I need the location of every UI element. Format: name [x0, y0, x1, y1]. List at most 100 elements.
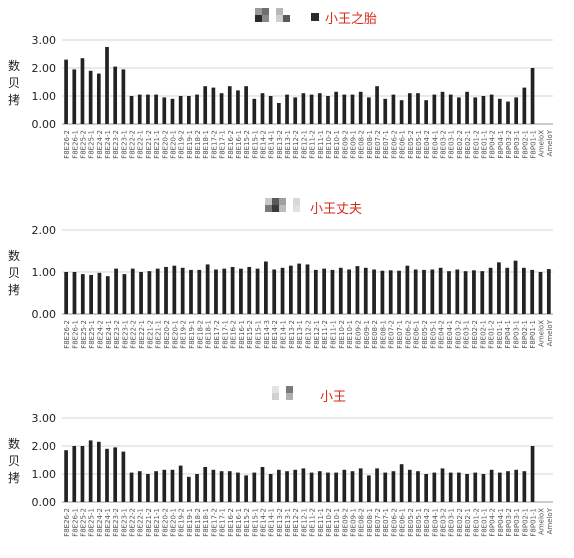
x-tick-label: F8E05-1 — [415, 130, 423, 159]
x-tick-label: F8E25-1 — [88, 320, 96, 349]
bar — [480, 271, 485, 314]
x-tick-label: F8E22-1 — [137, 130, 145, 159]
bar — [489, 469, 494, 502]
bar — [522, 87, 527, 124]
y-axis-label: 数贝拷 — [7, 248, 21, 299]
x-tick-label: F8E10-1 — [333, 508, 341, 537]
x-tick-label: F8E15-2 — [243, 130, 251, 159]
bar — [205, 264, 210, 314]
x-tick-label: F8E01-2 — [488, 320, 496, 349]
x-tick-label: F8E26-2 — [63, 508, 71, 537]
x-tick-label: F8E23-2 — [113, 320, 121, 349]
x-tick-label: F8E04-1 — [431, 508, 439, 537]
x-tick-label: F8P04-1 — [497, 508, 505, 537]
x-tick-label: F8P02-1 — [521, 320, 529, 349]
bar — [255, 268, 260, 314]
x-tick-label: F8E07-1 — [382, 508, 390, 537]
x-tick-label: F8E01-1 — [496, 320, 504, 349]
x-tick-label: F8E14-2 — [259, 508, 267, 537]
bar — [146, 94, 150, 124]
x-tick-label: F8E05-1 — [429, 320, 437, 349]
chart-panel-3: 小王 数贝拷 0.00 1.00 2.00 3.00 F8E26-2 F8E26-1 F8E… — [0, 378, 574, 558]
bar — [438, 267, 443, 314]
x-tick-label: F8E19-2 — [178, 130, 186, 159]
x-tick-label: F8E23-1 — [121, 320, 129, 349]
x-tick-label: F8E11-1 — [317, 508, 325, 537]
x-tick-label: F8E24-1 — [104, 130, 112, 159]
bar — [317, 471, 322, 502]
bar — [383, 98, 388, 124]
x-tick-label: F8E06-2 — [390, 508, 398, 537]
bar — [505, 267, 510, 314]
bar — [222, 268, 227, 314]
bar — [497, 98, 502, 124]
x-tick-label: F8E11-2 — [309, 508, 317, 537]
x-tick-label: F8P03-1 — [513, 320, 521, 349]
x-tick-label: F8E14-1 — [268, 130, 276, 159]
y-tick-label: 3.00 — [32, 412, 57, 425]
bar — [407, 469, 412, 502]
x-tick-label: F8E18-1 — [205, 320, 213, 349]
x-tick-label: F8E16-1 — [235, 508, 243, 537]
bar — [372, 269, 376, 314]
y-tick-label: 1.00 — [32, 468, 57, 481]
bar — [489, 94, 494, 124]
bar — [154, 471, 158, 502]
bar — [72, 272, 77, 314]
bar — [211, 469, 216, 502]
x-tick-label: F8E21-2 — [145, 130, 153, 159]
x-tick-label: F8E24-2 — [96, 508, 104, 537]
bar — [280, 267, 285, 314]
bar — [227, 86, 232, 124]
bar-chart-svg: 0.00 1.00 2.00 F8E26-2 F8E26-1 F8E25-2 F8E25-1… — [32, 224, 554, 349]
x-tick-label: F8E08-1 — [379, 320, 387, 349]
x-tick-label: F8E21-2 — [146, 320, 154, 349]
bar — [64, 59, 68, 124]
bar — [330, 269, 335, 314]
bar — [96, 73, 101, 124]
x-tick-label: F8E14-2 — [259, 130, 267, 159]
bar — [285, 471, 289, 502]
bar — [301, 468, 306, 502]
y-axis-label-text: 数贝拷 — [7, 249, 20, 297]
bar — [309, 472, 314, 502]
x-tick-label: F8E13-1 — [284, 508, 292, 537]
x-tick-label: F8E01-1 — [480, 130, 488, 159]
x-tick-label: F8E23-2 — [112, 130, 120, 159]
bar — [72, 446, 77, 502]
x-tick-label: F8E09-2 — [341, 508, 349, 537]
bar — [375, 468, 379, 502]
bar — [162, 469, 167, 502]
bar — [219, 93, 224, 124]
x-tick-label: F8E16-2 — [230, 320, 238, 349]
x-tick-label: F8E21-1 — [155, 320, 163, 349]
x-tick-label: F8E10-1 — [346, 320, 354, 349]
bar — [244, 86, 248, 124]
x-tick-label: F8E03-2 — [454, 320, 462, 349]
x-tick-label: F8E01-2 — [472, 130, 480, 159]
x-tick-label: F8E17-2 — [213, 320, 221, 349]
title-square-icon — [311, 13, 319, 21]
x-tick-label: F8E13-1 — [296, 320, 304, 349]
x-tick-label: F8P04-2 — [489, 130, 497, 159]
bar — [155, 268, 160, 314]
x-tick-label: F8E09-1 — [350, 508, 358, 537]
x-tick-label: F8E12-2 — [305, 320, 313, 349]
x-tick-label: F8E08-2 — [371, 320, 379, 349]
bar — [338, 267, 343, 314]
x-tick-label: F8E02-1 — [464, 508, 472, 537]
x-tick-label: AmeloY — [546, 319, 554, 346]
x-tick-label: F8E07-2 — [374, 508, 382, 537]
bar — [416, 471, 420, 502]
bar — [375, 86, 379, 124]
bar — [407, 93, 412, 124]
bar — [211, 87, 216, 124]
x-tick-label: F8E20-2 — [161, 130, 169, 159]
bar — [197, 269, 202, 314]
x-tick-label: F8E08-1 — [366, 130, 374, 159]
x-tick-label: F8E12-2 — [292, 508, 300, 537]
bar — [293, 469, 298, 502]
bar — [355, 266, 360, 314]
bar — [178, 96, 183, 124]
